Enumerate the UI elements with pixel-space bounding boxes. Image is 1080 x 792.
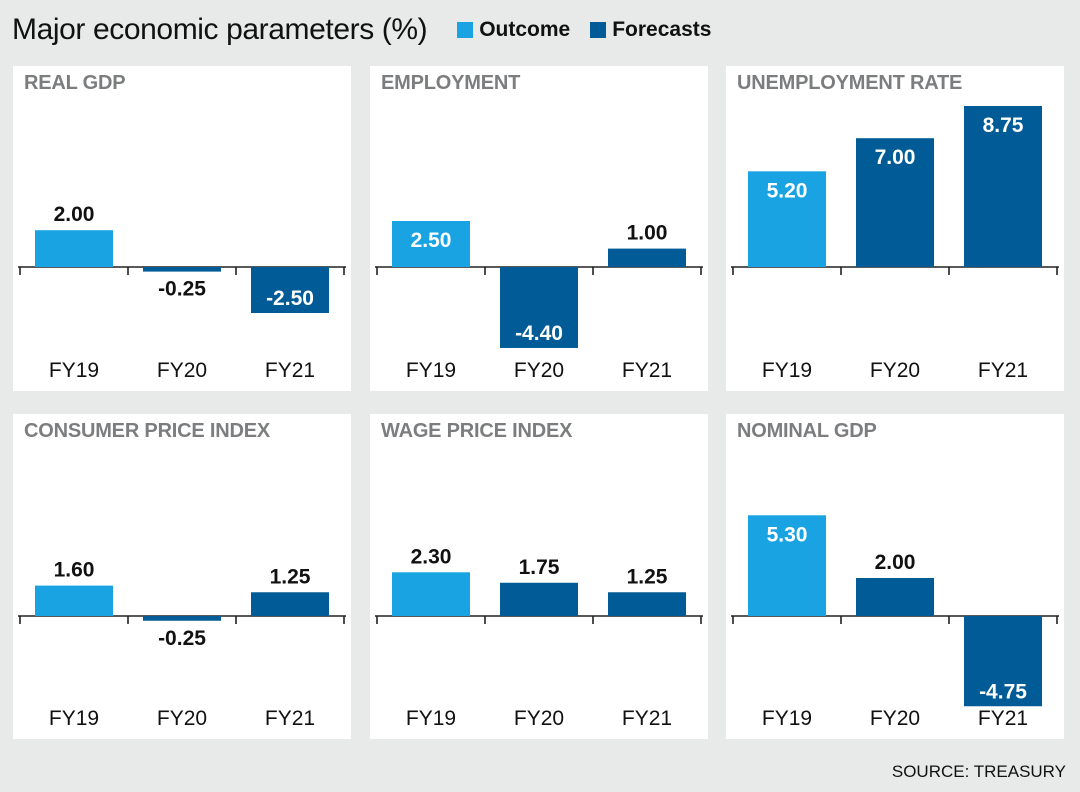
data-label: 1.75 <box>519 556 560 579</box>
panel-nominal-gdp: NOMINAL GDP 5.30 FY19 2.00 FY20 -4.75 FY21 <box>726 414 1064 739</box>
category-label: FY21 <box>978 359 1028 382</box>
panel-title: EMPLOYMENT <box>381 72 521 94</box>
category-label: FY20 <box>514 707 564 730</box>
chart-nominal-gdp: 5.30 FY19 2.00 FY20 -4.75 FY21 <box>731 515 1059 730</box>
source-note: SOURCE: TREASURY <box>891 762 1066 781</box>
category-label: FY21 <box>265 359 315 382</box>
panel-title: NOMINAL GDP <box>737 420 877 442</box>
data-label: 2.00 <box>875 551 916 574</box>
data-label: 1.25 <box>627 565 668 588</box>
bar-fy21 <box>964 616 1042 707</box>
chart-wage-price-index: 2.30 FY19 1.75 FY20 1.25 FY21 <box>375 545 703 730</box>
panel-employment: EMPLOYMENT 2.50 FY19 -4.40 FY20 1.00 FY21 <box>370 66 708 391</box>
chart-unemployment-rate: 5.20 FY19 7.00 FY20 8.75 FY21 <box>731 106 1059 382</box>
bar-fy20 <box>500 582 578 616</box>
bar-fy21 <box>964 106 1042 267</box>
bar-fy21 <box>608 592 686 616</box>
category-label: FY21 <box>265 707 315 730</box>
bar-fy19 <box>35 230 113 267</box>
chart-real-gdp: 2.00 FY19 -0.25 FY20 -2.50 FY21 <box>18 203 346 382</box>
data-label: 2.30 <box>411 545 452 568</box>
panel-consumer-price-index: CONSUMER PRICE INDEX 1.60 FY19 -0.25 FY20 1.… <box>13 414 351 739</box>
chart-employment: 2.50 FY19 -4.40 FY20 1.00 FY21 <box>375 221 703 382</box>
bar-fy19 <box>35 585 113 616</box>
category-label: FY20 <box>870 359 920 382</box>
panel-title: CONSUMER PRICE INDEX <box>24 420 271 442</box>
panel-wage-price-index: WAGE PRICE INDEX 2.30 FY19 1.75 FY20 1.25 FY2… <box>370 414 708 739</box>
bar-fy21 <box>251 592 329 616</box>
category-label: FY20 <box>514 359 564 382</box>
category-label: FY19 <box>406 707 456 730</box>
legend-outcome: Outcome <box>457 18 570 42</box>
chart-consumer-price-index: 1.60 FY19 -0.25 FY20 1.25 FY21 <box>18 559 346 730</box>
legend-outcome-swatch <box>457 22 474 38</box>
category-label: FY19 <box>49 707 99 730</box>
data-label: 2.50 <box>411 229 452 252</box>
category-label: FY19 <box>762 707 812 730</box>
legend-outcome-label: Outcome <box>479 18 571 41</box>
data-label: -2.50 <box>266 287 314 310</box>
data-label: 1.25 <box>270 565 311 588</box>
bar-fy20 <box>856 138 934 267</box>
bar-fy21 <box>251 267 329 313</box>
panel-unemployment-rate: UNEMPLOYMENT RATE 5.20 FY19 7.00 FY20 8.75 FY… <box>726 66 1064 391</box>
data-label: -4.40 <box>515 322 563 345</box>
legend-forecasts: Forecasts <box>590 18 711 42</box>
data-label: 7.00 <box>875 146 916 169</box>
category-label: FY21 <box>978 707 1028 730</box>
chart-header: Major economic parameters (%) Outcome Fo… <box>12 8 731 52</box>
category-label: FY19 <box>406 359 456 382</box>
panel-title: REAL GDP <box>24 72 126 94</box>
data-label: -0.25 <box>158 627 206 650</box>
bar-fy19 <box>748 171 826 267</box>
legend-forecasts-swatch <box>590 22 607 38</box>
category-label: FY19 <box>49 359 99 382</box>
category-label: FY19 <box>762 359 812 382</box>
legend-forecasts-label: Forecasts <box>612 18 712 41</box>
data-label: 8.75 <box>983 114 1024 137</box>
bar-fy21 <box>608 248 686 267</box>
category-label: FY21 <box>622 359 672 382</box>
category-label: FY21 <box>622 707 672 730</box>
bar-fy20 <box>143 267 221 272</box>
panel-real-gdp: REAL GDP 2.00 FY19 -0.25 FY20 -2.50 FY21 <box>13 66 351 391</box>
category-label: FY20 <box>157 359 207 382</box>
bar-fy20 <box>856 578 934 616</box>
data-label: 5.30 <box>767 523 808 546</box>
bar-fy19 <box>392 221 470 267</box>
bar-fy19 <box>748 515 826 616</box>
panel-title: WAGE PRICE INDEX <box>381 420 573 442</box>
category-label: FY20 <box>157 707 207 730</box>
bar-fy20 <box>143 616 221 621</box>
chart-title: Major economic parameters (%) <box>12 13 428 46</box>
data-label: 1.00 <box>627 222 668 245</box>
data-label: 5.20 <box>767 179 808 202</box>
data-label: -0.25 <box>158 278 206 301</box>
bar-fy20 <box>500 267 578 348</box>
data-label: -4.75 <box>979 680 1027 703</box>
category-label: FY20 <box>870 707 920 730</box>
data-label: 1.60 <box>54 559 95 582</box>
data-label: 2.00 <box>54 203 95 226</box>
panel-title: UNEMPLOYMENT RATE <box>737 72 963 94</box>
bar-fy19 <box>392 572 470 616</box>
